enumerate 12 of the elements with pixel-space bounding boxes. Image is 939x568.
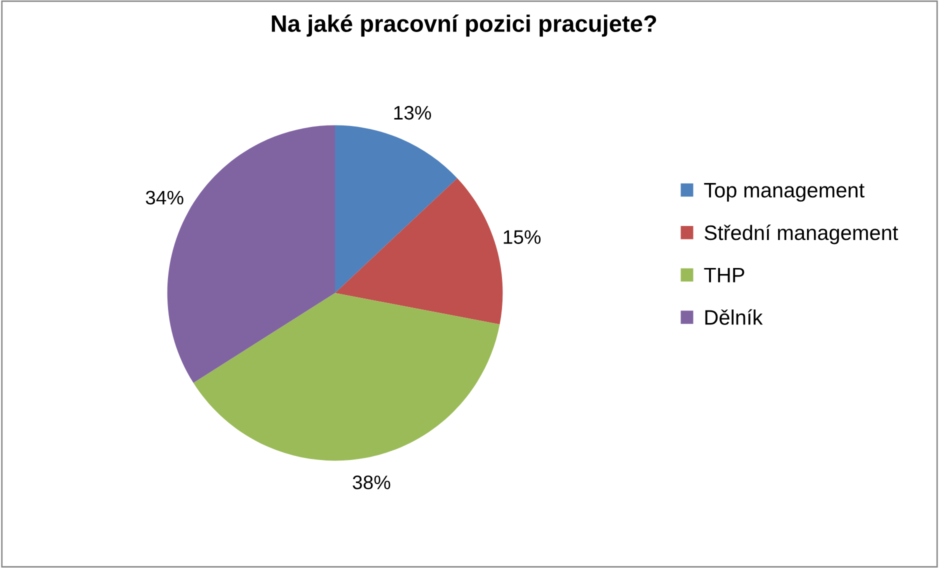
pie-slice: [335, 178, 503, 324]
legend-label: Dělník: [705, 309, 763, 325]
pie-slice: [335, 125, 458, 293]
data-label: 13%: [394, 106, 432, 120]
legend-label: THP: [704, 268, 744, 282]
data-label: 15%: [504, 230, 541, 244]
pie-slice: [193, 293, 500, 461]
legend-label: Střední management: [704, 224, 898, 244]
chart-title: Na jaké pracovní pozici pracujete?: [272, 14, 656, 37]
legend-label: Top management: [704, 183, 864, 202]
data-label: 38%: [352, 476, 390, 490]
data-label: 34%: [146, 190, 184, 205]
